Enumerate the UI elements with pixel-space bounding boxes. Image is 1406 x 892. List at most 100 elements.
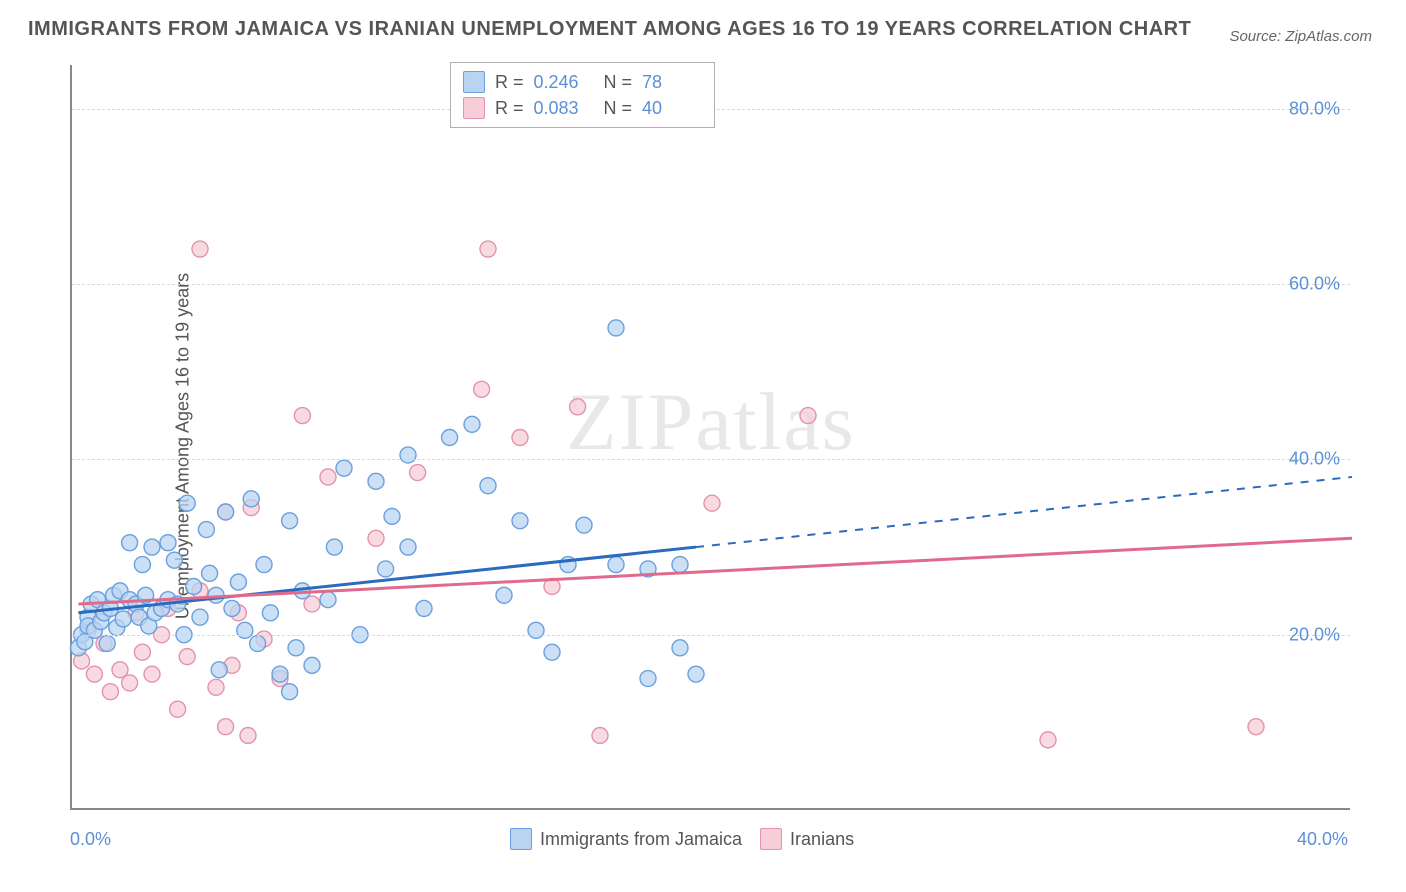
data-point xyxy=(800,408,816,424)
legend-swatch xyxy=(760,828,782,850)
data-point xyxy=(320,469,336,485)
legend-series: Immigrants from Jamaica Iranians xyxy=(510,828,854,850)
data-point xyxy=(576,517,592,533)
data-point xyxy=(99,635,115,651)
grid-line xyxy=(72,284,1350,285)
legend-stats-row: R = 0.246 N = 78 xyxy=(463,69,702,95)
data-point xyxy=(224,600,240,616)
legend-r-value: 0.083 xyxy=(534,98,594,119)
data-point xyxy=(192,241,208,257)
data-point xyxy=(570,399,586,415)
data-point xyxy=(272,666,288,682)
data-point xyxy=(378,561,394,577)
data-point xyxy=(208,679,224,695)
data-point xyxy=(464,416,480,432)
data-point xyxy=(672,640,688,656)
data-point xyxy=(198,522,214,538)
data-point xyxy=(496,587,512,603)
legend-stats-box: R = 0.246 N = 78 R = 0.083 N = 40 xyxy=(450,62,715,128)
data-point xyxy=(336,460,352,476)
y-tick-label: 60.0% xyxy=(1289,274,1340,295)
data-point xyxy=(243,491,259,507)
data-point xyxy=(102,684,118,700)
chart-title: IMMIGRANTS FROM JAMAICA VS IRANIAN UNEMP… xyxy=(28,18,1191,41)
chart-plot-area: ZIPatlas 20.0%40.0%60.0%80.0% xyxy=(70,65,1350,810)
data-point xyxy=(410,465,426,481)
data-point xyxy=(480,241,496,257)
data-point xyxy=(1248,719,1264,735)
legend-series-label: Immigrants from Jamaica xyxy=(540,829,742,850)
legend-n-value: 40 xyxy=(642,98,702,119)
legend-swatch xyxy=(510,828,532,850)
legend-n-label: N = xyxy=(604,72,633,93)
y-tick-label: 40.0% xyxy=(1289,449,1340,470)
data-point xyxy=(442,430,458,446)
grid-line xyxy=(72,459,1350,460)
data-point xyxy=(592,728,608,744)
data-point xyxy=(166,552,182,568)
data-point xyxy=(160,535,176,551)
data-point xyxy=(202,565,218,581)
data-point xyxy=(86,666,102,682)
data-point xyxy=(115,611,131,627)
data-point xyxy=(179,495,195,511)
data-point xyxy=(256,557,272,573)
data-point xyxy=(704,495,720,511)
data-point xyxy=(304,657,320,673)
x-tick-max: 40.0% xyxy=(1297,829,1348,850)
data-point xyxy=(144,539,160,555)
data-point xyxy=(192,609,208,625)
scatter-plot-svg xyxy=(72,65,1350,808)
data-point xyxy=(512,430,528,446)
data-point xyxy=(608,320,624,336)
data-point xyxy=(528,622,544,638)
y-tick-label: 80.0% xyxy=(1289,98,1340,119)
legend-r-value: 0.246 xyxy=(534,72,594,93)
legend-n-value: 78 xyxy=(642,72,702,93)
data-point xyxy=(288,640,304,656)
data-point xyxy=(218,719,234,735)
legend-r-label: R = xyxy=(495,72,524,93)
grid-line xyxy=(72,635,1350,636)
data-point xyxy=(179,649,195,665)
legend-series-item: Immigrants from Jamaica xyxy=(510,828,742,850)
data-point xyxy=(240,728,256,744)
data-point xyxy=(294,408,310,424)
data-point xyxy=(144,666,160,682)
data-point xyxy=(211,662,227,678)
data-point xyxy=(688,666,704,682)
x-tick-min: 0.0% xyxy=(70,829,111,850)
data-point xyxy=(218,504,234,520)
legend-swatch xyxy=(463,97,485,119)
legend-n-label: N = xyxy=(604,98,633,119)
data-point xyxy=(282,513,298,529)
data-point xyxy=(640,671,656,687)
data-point xyxy=(368,473,384,489)
chart-source: Source: ZipAtlas.com xyxy=(1229,28,1372,45)
data-point xyxy=(134,557,150,573)
data-point xyxy=(512,513,528,529)
data-point xyxy=(480,478,496,494)
data-point xyxy=(474,381,490,397)
legend-series-item: Iranians xyxy=(760,828,854,850)
data-point xyxy=(326,539,342,555)
data-point xyxy=(186,579,202,595)
y-tick-label: 20.0% xyxy=(1289,624,1340,645)
legend-series-label: Iranians xyxy=(790,829,854,850)
data-point xyxy=(672,557,688,573)
data-point xyxy=(544,644,560,660)
data-point xyxy=(368,530,384,546)
data-point xyxy=(122,675,138,691)
data-point xyxy=(1040,732,1056,748)
data-point xyxy=(170,701,186,717)
data-point xyxy=(400,447,416,463)
data-point xyxy=(134,644,150,660)
data-point xyxy=(250,635,266,651)
data-point xyxy=(262,605,278,621)
data-point xyxy=(384,508,400,524)
data-point xyxy=(122,535,138,551)
legend-r-label: R = xyxy=(495,98,524,119)
data-point xyxy=(237,622,253,638)
data-point xyxy=(608,557,624,573)
data-point xyxy=(230,574,246,590)
